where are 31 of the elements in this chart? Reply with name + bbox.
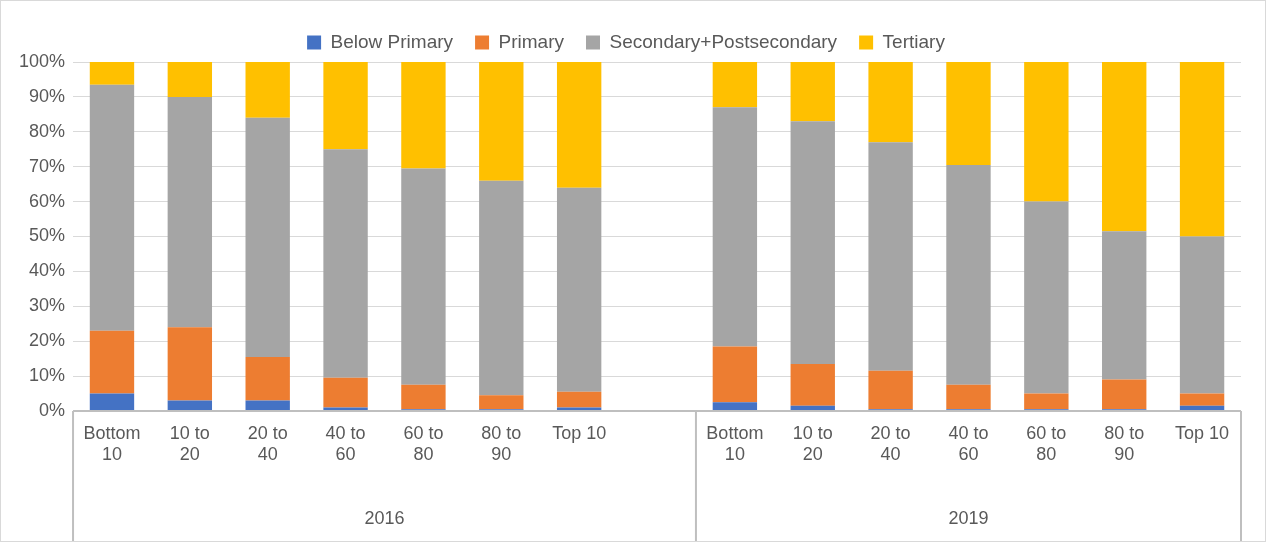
- y-tick-label: 70%: [29, 155, 66, 176]
- legend-label: Secondary+Postsecondary: [609, 30, 838, 52]
- x-tick-label: 20 to 40: [247, 422, 288, 465]
- y-tick-label: 10%: [29, 365, 66, 386]
- legend-label: Tertiary: [882, 30, 946, 52]
- y-tick-label: 30%: [29, 295, 66, 316]
- x-tick-label: Top 10: [1175, 422, 1230, 443]
- y-tick-label: 100%: [18, 50, 66, 71]
- x-tick-label: 10 to 20: [169, 422, 210, 465]
- x-tick-label: 80 to 90: [1104, 422, 1145, 465]
- x-tick-label: 80 to 90: [481, 422, 522, 465]
- y-tick-label: 40%: [29, 260, 66, 281]
- y-tick-label: 60%: [29, 190, 66, 211]
- x-tick-label: 60 to 80: [1026, 422, 1067, 465]
- y-tick-label: 0%: [39, 399, 66, 420]
- x-tick-label: 40 to 60: [325, 422, 366, 465]
- text: 2019: [948, 507, 989, 528]
- x-tick-label: Bottom 10: [706, 422, 764, 465]
- y-tick-label: 20%: [29, 330, 66, 351]
- x-tick-label: Top 10: [552, 422, 607, 443]
- legend-label: Primary: [498, 30, 565, 52]
- y-tick-label: 80%: [29, 120, 66, 141]
- x-tick-label: Bottom 10: [83, 422, 141, 465]
- text: 2016: [364, 507, 405, 528]
- legend-label: Below Primary: [330, 30, 454, 52]
- y-tick-label: 50%: [29, 225, 66, 246]
- y-tick-label: 90%: [29, 85, 66, 106]
- x-tick-label: 20 to 40: [870, 422, 911, 465]
- x-tick-label: 40 to 60: [948, 422, 989, 465]
- x-tick-label: 10 to 20: [792, 422, 833, 465]
- x-tick-label: 60 to 80: [403, 422, 444, 465]
